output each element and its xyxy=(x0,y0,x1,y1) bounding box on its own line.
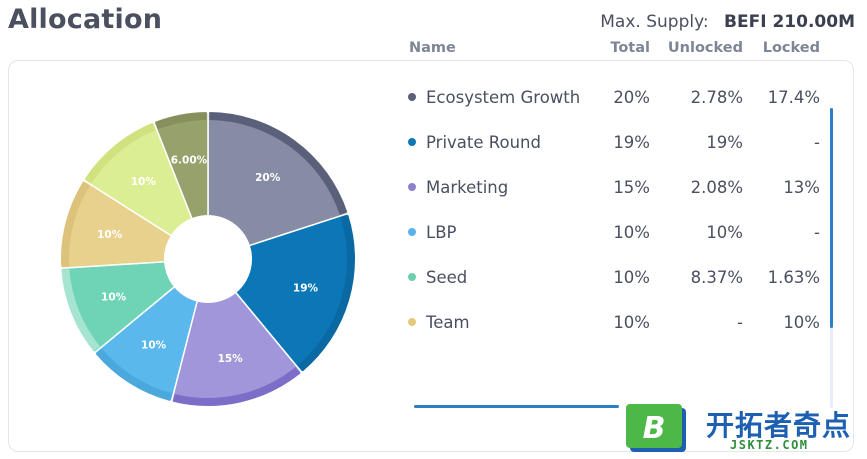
pie-label-0: 20% xyxy=(255,172,281,184)
legend-dot-icon xyxy=(408,138,416,146)
pie-slice-edge-3 xyxy=(95,348,173,402)
table-row[interactable]: Marketing 15% 2.08% 13% xyxy=(400,166,820,211)
header-locked[interactable]: Locked xyxy=(762,40,820,56)
table-row[interactable]: Team 10% - 10% xyxy=(400,301,820,346)
pie-slice-edge-0 xyxy=(209,112,348,215)
allocation-card: 20% 19% 15% 10% 10% 10% 10% 6.00% xyxy=(8,60,854,452)
legend-dot-icon xyxy=(408,228,416,236)
page-title: Allocation xyxy=(8,4,163,35)
pie-slice-edge-4 xyxy=(61,269,101,352)
pie-slice-edge-1 xyxy=(297,214,355,372)
pie-label-6: 10% xyxy=(131,176,157,188)
pie-slice-edge-6 xyxy=(84,122,156,184)
watermark-logo: B 开拓者奇点 JSKTZ.COM xyxy=(626,404,862,456)
row-name: Private Round xyxy=(408,133,541,152)
pie-center-hole xyxy=(164,215,252,303)
pie-label-2: 15% xyxy=(218,353,244,365)
row-locked: - xyxy=(814,133,820,152)
table-body: Ecosystem Growth 20% 2.78% 17.4% Private Rou… xyxy=(400,76,820,346)
table-header: Name Total Unlocked Locked xyxy=(400,40,820,76)
row-total: 20% xyxy=(613,88,650,107)
row-unlocked: 10% xyxy=(706,223,743,242)
table-row[interactable]: Ecosystem Growth 20% 2.78% 17.4% xyxy=(400,76,820,121)
header-unlocked[interactable]: Unlocked xyxy=(667,40,743,56)
vertical-scrollbar-thumb[interactable] xyxy=(830,108,833,328)
row-name: Seed xyxy=(408,268,467,287)
logo-text: 开拓者奇点 xyxy=(706,409,852,442)
legend-dot-icon xyxy=(408,273,416,281)
legend-dot-icon xyxy=(408,318,416,326)
pie-label-4: 10% xyxy=(101,291,127,303)
row-locked: 17.4% xyxy=(767,88,820,107)
max-supply-value: BEFI 210.00M xyxy=(724,12,855,32)
row-name: Marketing xyxy=(408,178,508,197)
row-total: 19% xyxy=(613,133,650,152)
row-total: 10% xyxy=(613,268,650,287)
table-row[interactable]: Seed 10% 8.37% 1.63% xyxy=(400,256,820,301)
row-unlocked: 8.37% xyxy=(690,268,743,287)
legend-dot-icon xyxy=(408,93,416,101)
row-locked: 13% xyxy=(783,178,820,197)
row-locked: - xyxy=(814,223,820,242)
logo-subtext: JSKTZ.COM xyxy=(730,438,809,452)
row-name: LBP xyxy=(408,223,456,242)
row-unlocked: 2.78% xyxy=(690,88,743,107)
row-unlocked: 19% xyxy=(706,133,743,152)
max-supply: Max. Supply: BEFI 210.00M xyxy=(600,12,855,32)
table-row[interactable]: LBP 10% 10% - xyxy=(400,211,820,256)
legend-dot-icon xyxy=(408,183,416,191)
pie-slice-edge-5 xyxy=(61,181,90,267)
pie-label-5: 10% xyxy=(97,229,123,241)
pie-label-1: 19% xyxy=(293,282,319,294)
row-total: 10% xyxy=(613,313,650,332)
row-total: 10% xyxy=(613,223,650,242)
row-locked: 1.63% xyxy=(767,268,820,287)
row-total: 15% xyxy=(613,178,650,197)
logo-badge-icon: B xyxy=(626,404,686,452)
row-unlocked: 2.08% xyxy=(690,178,743,197)
row-name: Team xyxy=(408,313,470,332)
row-locked: 10% xyxy=(783,313,820,332)
allocation-pie-chart[interactable]: 20% 19% 15% 10% 10% 10% 10% 6.00% xyxy=(60,111,356,407)
table-row[interactable]: Private Round 19% 19% - xyxy=(400,121,820,166)
pie-slice-edge-7 xyxy=(155,112,207,130)
logo-badge-letter: B xyxy=(643,411,666,446)
pie-label-7: 6.00% xyxy=(171,154,208,166)
horizontal-scrollbar-thumb[interactable] xyxy=(414,405,619,408)
header-name[interactable]: Name xyxy=(409,40,456,56)
row-unlocked: - xyxy=(737,313,743,332)
row-name: Ecosystem Growth xyxy=(408,88,580,107)
header-total[interactable]: Total xyxy=(610,40,650,56)
allocation-table: Name Total Unlocked Locked Ecosystem Gro… xyxy=(400,40,820,346)
pie-slice-edge-2 xyxy=(172,366,301,406)
pie-label-3: 10% xyxy=(141,340,167,352)
max-supply-label: Max. Supply: xyxy=(600,12,709,32)
